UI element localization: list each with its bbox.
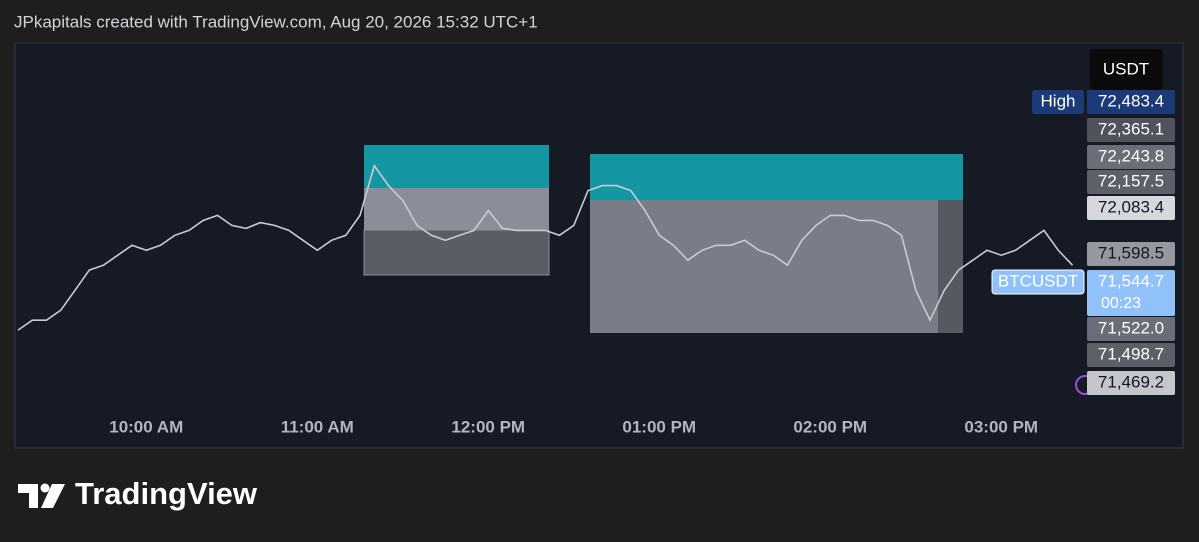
x-tick-label: 02:00 PM <box>793 417 867 436</box>
x-tick-label: 03:00 PM <box>964 417 1038 436</box>
price-label-box <box>1087 170 1175 194</box>
price-label-box <box>1087 90 1175 114</box>
plot <box>17 163 1074 331</box>
price-label-box <box>1087 196 1175 220</box>
price-tag-box <box>1032 90 1084 114</box>
price-tag: BTCUSDT <box>998 271 1078 290</box>
price-label: 71,498.7 <box>1098 344 1164 363</box>
price-label-box <box>1087 371 1175 395</box>
brand-logo <box>18 483 65 508</box>
price-label: 71,469.2 <box>1098 372 1164 391</box>
zone <box>590 154 963 200</box>
price-label: 71,522.0 <box>1098 318 1164 337</box>
zone <box>364 188 549 230</box>
zone <box>938 200 963 333</box>
currency: USDT <box>1103 59 1149 78</box>
price-line <box>17 163 1074 331</box>
price-tag-box <box>991 269 1085 295</box>
zone <box>363 229 550 276</box>
price-label: 71,544.7 <box>1098 271 1164 290</box>
price-label-box <box>1087 270 1175 316</box>
header: JPkapitals created with TradingView.com,… <box>14 12 538 31</box>
x-tick-label: 01:00 PM <box>622 417 696 436</box>
price-tag: High <box>1041 91 1076 110</box>
price-label: 72,243.8 <box>1098 146 1164 165</box>
x-tick-label: 12:00 PM <box>451 417 525 436</box>
price-label-box <box>1087 317 1175 341</box>
price-label-box <box>1087 242 1175 266</box>
x-tick-label: 11:00 AM <box>281 417 354 436</box>
price-label-box <box>1087 118 1175 142</box>
countdown: 00:23 <box>1101 295 1141 312</box>
x-tick-label: 10:00 AM <box>109 417 183 436</box>
zone <box>364 145 549 188</box>
price-label: 72,365.1 <box>1098 119 1164 138</box>
brand: TradingView <box>75 476 258 511</box>
currency-box <box>1090 49 1163 90</box>
zone <box>590 200 963 333</box>
price-label-box <box>1087 145 1175 169</box>
price-label-box <box>1087 343 1175 367</box>
price-label: 72,483.4 <box>1098 91 1164 110</box>
price-label: 72,157.5 <box>1098 171 1164 190</box>
price-label: 72,083.4 <box>1098 197 1164 216</box>
price-label: 71,598.5 <box>1098 243 1164 262</box>
